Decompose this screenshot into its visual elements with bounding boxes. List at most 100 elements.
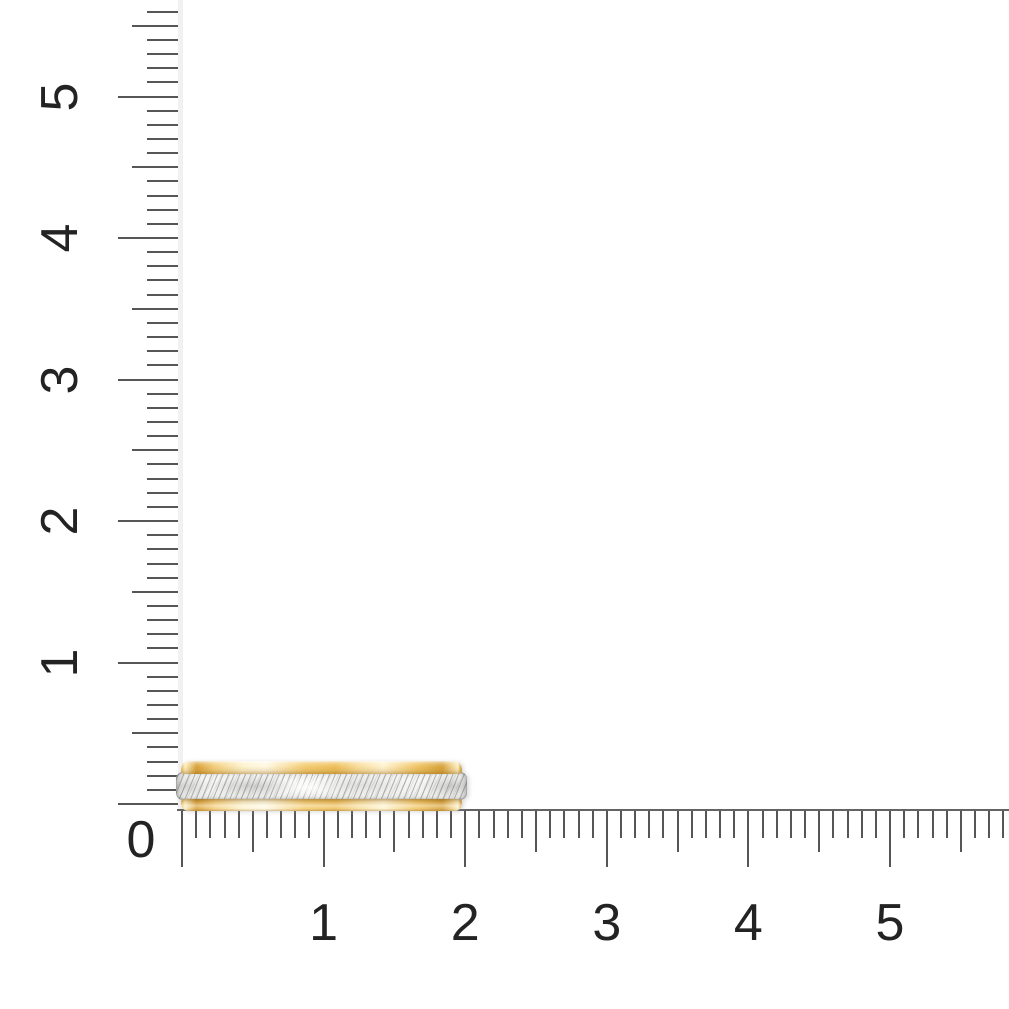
horizontal-tick-51mm bbox=[903, 811, 906, 838]
vertical-tick-6mm bbox=[147, 718, 178, 721]
horizontal-tick-40mm bbox=[747, 811, 750, 867]
vertical-tick-37mm bbox=[147, 279, 178, 282]
vertical-tick-51mm bbox=[147, 81, 178, 84]
vertical-tick-36mm bbox=[147, 293, 178, 296]
horizontal-tick-30mm bbox=[605, 811, 608, 867]
horizontal-tick-16mm bbox=[407, 811, 410, 838]
horizontal-ruler-label-4: 4 bbox=[733, 894, 763, 952]
horizontal-tick-38mm bbox=[719, 811, 722, 838]
horizontal-tick-54mm bbox=[945, 811, 948, 838]
vertical-tick-55mm bbox=[132, 24, 178, 27]
vertical-tick-14mm bbox=[147, 604, 178, 607]
vertical-tick-56mm bbox=[147, 10, 178, 13]
ring-gold-edge-bottom bbox=[181, 799, 462, 811]
horizontal-tick-25mm bbox=[535, 811, 537, 852]
horizontal-tick-55mm bbox=[959, 811, 962, 852]
horizontal-tick-10mm bbox=[322, 811, 325, 867]
vertical-tick-7mm bbox=[147, 704, 178, 706]
origin-label: 0 bbox=[126, 811, 156, 869]
vertical-tick-1mm bbox=[147, 788, 178, 791]
horizontal-tick-45mm bbox=[818, 811, 821, 852]
horizontal-tick-42mm bbox=[775, 811, 778, 838]
vertical-ruler-label-4: 4 bbox=[31, 223, 89, 253]
horizontal-tick-14mm bbox=[379, 811, 382, 838]
vertical-tick-52mm bbox=[147, 67, 178, 70]
horizontal-tick-23mm bbox=[506, 811, 509, 838]
horizontal-tick-21mm bbox=[478, 811, 481, 838]
ring-diamond-cut-center-band bbox=[176, 772, 467, 800]
horizontal-tick-53mm bbox=[931, 811, 934, 838]
vertical-tick-20mm bbox=[118, 520, 178, 522]
horizontal-tick-26mm bbox=[549, 811, 552, 838]
horizontal-tick-31mm bbox=[620, 811, 622, 838]
vertical-tick-23mm bbox=[147, 477, 178, 480]
horizontal-tick-32mm bbox=[634, 811, 637, 838]
vertical-tick-10mm bbox=[118, 661, 178, 664]
vertical-tick-13mm bbox=[147, 619, 178, 621]
horizontal-tick-3mm bbox=[223, 811, 226, 838]
horizontal-tick-2mm bbox=[209, 811, 212, 838]
horizontal-tick-36mm bbox=[690, 811, 693, 838]
vertical-tick-18mm bbox=[147, 548, 178, 551]
horizontal-tick-47mm bbox=[846, 811, 849, 838]
horizontal-tick-24mm bbox=[520, 811, 523, 838]
vertical-tick-8mm bbox=[147, 689, 178, 692]
horizontal-tick-7mm bbox=[280, 811, 283, 838]
vertical-tick-28mm bbox=[147, 406, 178, 409]
horizontal-ruler-label-1: 1 bbox=[309, 894, 339, 952]
vertical-ruler-label-2: 2 bbox=[31, 506, 89, 536]
horizontal-tick-43mm bbox=[789, 811, 792, 838]
vertical-ruler-rail bbox=[178, 0, 183, 810]
horizontal-tick-17mm bbox=[421, 811, 424, 838]
vertical-tick-45mm bbox=[132, 166, 178, 169]
vertical-tick-2mm bbox=[147, 774, 178, 777]
vertical-tick-27mm bbox=[147, 420, 178, 423]
vertical-ruler-label-1: 1 bbox=[31, 648, 89, 677]
horizontal-ruler-baseline bbox=[177, 809, 1009, 811]
horizontal-tick-15mm bbox=[393, 811, 396, 852]
vertical-tick-4mm bbox=[147, 746, 178, 749]
horizontal-tick-39mm bbox=[733, 811, 736, 838]
horizontal-ruler-label-2: 2 bbox=[450, 894, 480, 952]
vertical-tick-49mm bbox=[147, 109, 178, 112]
vertical-ruler-label-5: 5 bbox=[31, 82, 89, 111]
vertical-tick-21mm bbox=[147, 505, 178, 508]
vertical-tick-24mm bbox=[147, 463, 178, 466]
vertical-tick-0mm bbox=[118, 803, 178, 805]
vertical-tick-44mm bbox=[147, 180, 178, 183]
horizontal-tick-58mm bbox=[1002, 811, 1005, 838]
horizontal-tick-19mm bbox=[450, 811, 452, 838]
horizontal-tick-49mm bbox=[874, 811, 877, 838]
horizontal-tick-35mm bbox=[676, 811, 679, 852]
vertical-tick-33mm bbox=[147, 336, 178, 339]
vertical-tick-34mm bbox=[147, 321, 178, 324]
vertical-tick-41mm bbox=[147, 222, 178, 225]
horizontal-tick-28mm bbox=[577, 811, 580, 838]
horizontal-tick-27mm bbox=[563, 811, 566, 838]
horizontal-tick-33mm bbox=[648, 811, 651, 838]
ring-gold-edge-top bbox=[181, 761, 462, 774]
vertical-tick-19mm bbox=[147, 534, 178, 537]
vertical-tick-15mm bbox=[132, 590, 178, 593]
vertical-tick-31mm bbox=[147, 364, 178, 367]
horizontal-tick-46mm bbox=[832, 811, 835, 838]
horizontal-tick-6mm bbox=[266, 811, 268, 838]
vertical-tick-17mm bbox=[147, 562, 178, 565]
vertical-tick-26mm bbox=[147, 435, 178, 438]
vertical-tick-32mm bbox=[147, 350, 178, 353]
horizontal-tick-41mm bbox=[761, 811, 764, 838]
vertical-ruler-label-3: 3 bbox=[31, 365, 89, 394]
horizontal-tick-9mm bbox=[308, 811, 311, 838]
horizontal-tick-18mm bbox=[435, 811, 438, 838]
vertical-tick-22mm bbox=[147, 491, 178, 494]
vertical-tick-5mm bbox=[132, 732, 178, 735]
vertical-tick-9mm bbox=[147, 675, 178, 678]
vertical-tick-29mm bbox=[147, 392, 178, 395]
vertical-tick-12mm bbox=[147, 633, 178, 636]
horizontal-tick-0mm bbox=[181, 811, 183, 867]
vertical-tick-53mm bbox=[147, 53, 178, 55]
horizontal-tick-37mm bbox=[704, 811, 707, 838]
vertical-tick-46mm bbox=[147, 152, 178, 155]
vertical-tick-35mm bbox=[132, 307, 178, 310]
